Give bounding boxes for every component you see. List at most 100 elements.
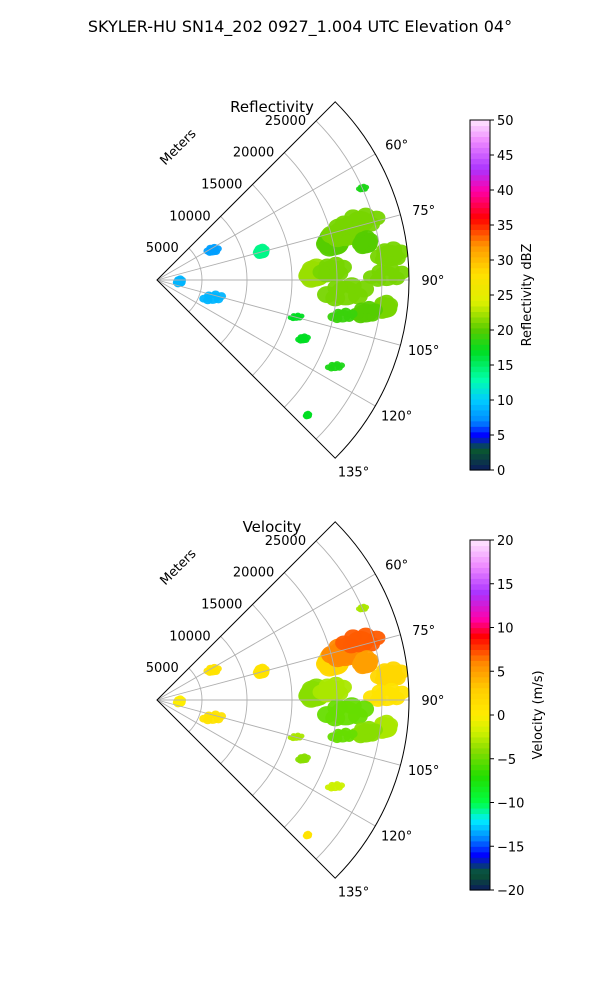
reflectivity-angle-tick-label: 60° [385,139,408,154]
velocity-spoke [156,573,376,701]
velocity-colorbar-tick-label: −5 [497,753,516,768]
reflectivity-colorbar-segment [470,382,490,389]
velocity-colorbar-segment [470,687,490,694]
reflectivity-echo-blob [370,249,388,265]
velocity-colorbar-segment [470,840,490,847]
velocity-colorbar-segment [470,545,490,552]
velocity-colorbar-segment [470,589,490,596]
figure-title: SKYLER-HU SN14_202 0927_1.004 UTC Elevat… [88,17,512,37]
velocity-colorbar-segment [470,851,490,858]
velocity-colorbar-segment [470,835,490,842]
reflectivity-colorbar-tick-label: 0 [497,464,505,479]
velocity-colorbar-segment [470,550,490,558]
reflectivity-colorbar-segment [470,377,490,384]
velocity-colorbar-segment [470,556,490,563]
velocity-sector-outline [156,521,410,879]
reflectivity-colorbar-segment [470,442,490,449]
velocity-colorbar-segment [470,780,490,787]
velocity-colorbar-label: Velocity (m/s) [531,670,546,759]
velocity-colorbar-segment [470,578,490,585]
velocity-colorbar-segment [470,736,490,743]
velocity-colorbar-segment [470,818,490,825]
reflectivity-colorbar-segment [470,387,490,395]
velocity-colorbar-segment [470,611,490,618]
velocity-colorbar-segment [470,758,490,765]
reflectivity-colorbar-segment [470,459,490,466]
reflectivity-spoke [156,279,376,407]
velocity-colorbar-segment [470,715,490,722]
velocity-range-tick-label: 20000 [233,566,274,581]
velocity-colorbar-segment [470,682,490,689]
velocity-echo-blob [367,630,386,646]
velocity-colorbar-segment [470,643,490,650]
reflectivity-colorbar: 0 5 10 15 20 25 30 35 40 45 50 [469,114,514,479]
velocity-echo-blob [327,732,338,742]
velocity-spoke [156,699,401,766]
velocity-colorbar-segment [470,665,490,672]
reflectivity-colorbar-segment [470,415,490,422]
reflectivity-range-tick-label: 20000 [233,146,274,161]
reflectivity-colorbar-segment [470,120,490,127]
reflectivity-spoke [156,279,401,346]
velocity-colorbar-segment [470,583,490,590]
velocity-colorbar-segment [470,824,490,831]
velocity-spoke [156,699,376,827]
velocity-colorbar-segment [470,873,490,880]
reflectivity-colorbar-segment [470,295,490,302]
reflectivity-echo-blob [363,184,370,190]
reflectivity-range-tick-label: 25000 [265,114,306,129]
reflectivity-echo-blob [362,270,380,285]
velocity-echo-blob [393,685,409,700]
velocity-colorbar-segment [470,622,490,629]
reflectivity-colorbar-segment [470,202,490,209]
reflectivity-angle-tick-label: 90° [421,274,444,289]
reflectivity-colorbar-tick-label: 15 [497,359,514,374]
velocity-echo-blob [355,606,362,612]
velocity-echo-blob [213,665,222,673]
velocity-colorbar-segment [470,704,490,711]
reflectivity-colorbar-segment [470,448,490,455]
reflectivity-echo-blob [199,294,209,303]
velocity-echo-blob [335,635,353,651]
velocity-colorbar-segment [470,846,490,853]
velocity-colorbar-tick-label: 0 [497,709,505,724]
velocity-colorbar-tick-label: −15 [497,840,524,855]
reflectivity-colorbar-segment [470,316,490,323]
reflectivity-colorbar-segment [470,393,490,400]
velocity-angle-tick-label: 135° [338,886,369,901]
reflectivity-colorbar-segment [470,300,490,307]
reflectivity-echo-blob [302,413,309,419]
reflectivity-colorbar-label: Reflectivity dBZ [520,244,535,347]
velocity-range-tick-label: 10000 [169,629,210,644]
reflectivity-echo-blob [355,186,362,192]
reflectivity-colorbar-tick-label: 10 [497,394,514,409]
velocity-colorbar-segment [470,649,490,656]
reflectivity-colorbar-segment [470,191,490,198]
velocity-colorbar-segment [470,671,490,678]
velocity-colorbar-segment [470,807,490,815]
reflectivity-echo-blob [334,259,352,275]
reflectivity-echo-blob [303,334,311,341]
velocity-angle-tick-label: 75° [412,624,435,639]
velocity-range-tick-label: 15000 [201,598,242,613]
velocity-colorbar-segment [470,567,490,574]
velocity-angle-tick-label: 60° [385,559,408,574]
reflectivity-colorbar-segment [470,431,490,438]
velocity-colorbar-segment [470,660,490,667]
velocity-colorbar-segment [470,791,490,798]
reflectivity-sector-outline [156,101,410,459]
velocity-colorbar-segment [470,862,490,869]
reflectivity-colorbar-segment [470,212,490,220]
reflectivity-colorbar-tick-label: 40 [497,184,514,199]
velocity-colorbar-segment [470,857,490,864]
reflectivity-colorbar-segment [470,305,490,313]
reflectivity-panel: Reflectivity Meters 5000 10000 15000 20000 2… [146,98,535,481]
velocity-colorbar-segment [470,605,490,612]
reflectivity-colorbar-tick-label: 25 [497,289,514,304]
velocity-echo-blob [334,679,352,695]
reflectivity-colorbar-segment [470,256,490,263]
reflectivity-colorbar-segment [470,453,490,460]
reflectivity-echo-blob [317,286,337,303]
reflectivity-spoke [156,214,401,281]
